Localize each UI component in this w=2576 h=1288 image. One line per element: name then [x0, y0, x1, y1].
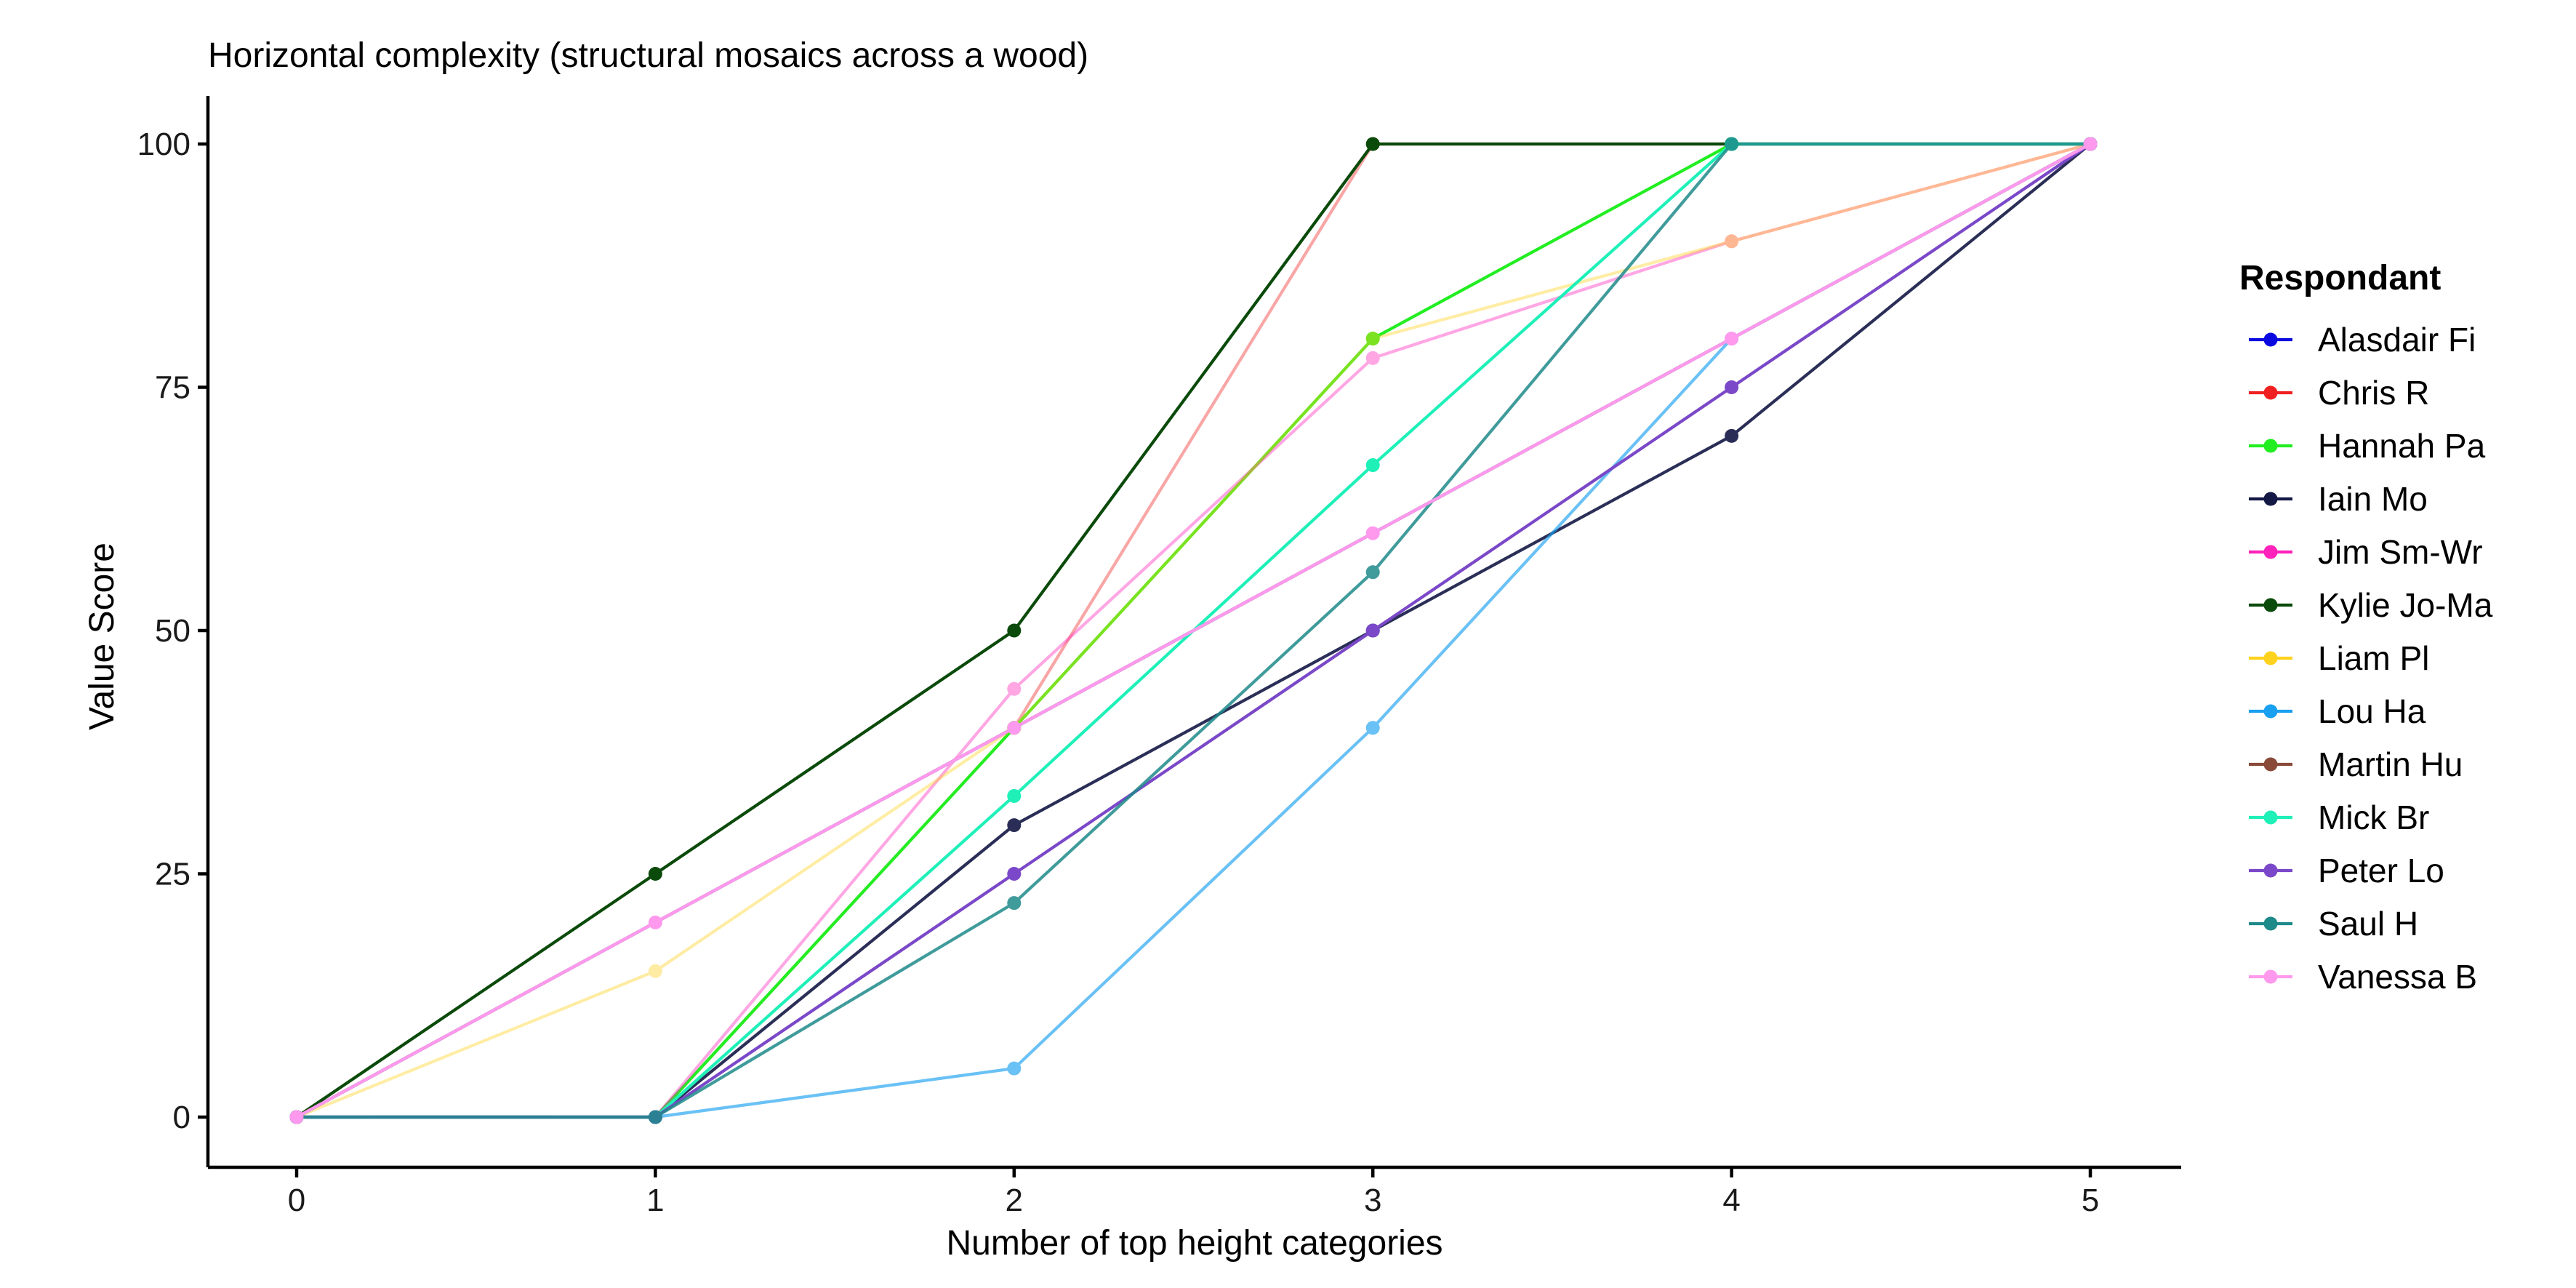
legend-title: Respondant — [2239, 259, 2441, 297]
legend-item: Alasdair Fi — [2249, 321, 2476, 359]
series-line — [295, 143, 2092, 1119]
plot-area — [289, 137, 2098, 1124]
legend-key-point — [2263, 598, 2278, 612]
data-point — [1365, 332, 1380, 346]
data-point — [2083, 137, 2098, 151]
data-point — [1725, 137, 1739, 151]
data-point — [1365, 351, 1380, 365]
legend-key-point — [2263, 969, 2278, 984]
data-point — [1725, 428, 1739, 443]
legend-label: Mick Br — [2318, 799, 2429, 836]
data-point — [1365, 137, 1380, 151]
x-tick-label: 4 — [1722, 1183, 1740, 1218]
chart-title: Horizontal complexity (structural mosaic… — [208, 36, 1088, 75]
legend-key-point — [2263, 810, 2278, 825]
y-tick-label: 75 — [155, 370, 190, 406]
legend-label: Martin Hu — [2318, 745, 2463, 783]
legend-label: Vanessa B — [2318, 958, 2477, 996]
x-tick-label: 0 — [288, 1183, 305, 1218]
legend-item: Peter Lo — [2249, 852, 2444, 889]
data-point — [1365, 526, 1380, 540]
y-tick-label: 0 — [173, 1100, 190, 1135]
legend-label: Lou Ha — [2318, 692, 2426, 730]
legend-key-point — [2263, 704, 2278, 719]
legend-item: Vanessa B — [2249, 958, 2477, 996]
legend-label: Chris R — [2318, 374, 2429, 412]
legend: Respondant Alasdair Fi Chris R Hannah Pa Ia… — [2239, 259, 2493, 996]
x-axis: 0 1 2 3 4 5 — [208, 1165, 2181, 1218]
data-point — [648, 867, 662, 881]
legend-key-point — [2263, 863, 2278, 878]
legend-label: Kylie Jo-Ma — [2318, 586, 2493, 624]
legend-label: Hannah Pa — [2318, 427, 2486, 465]
legend-item: Chris R — [2249, 374, 2429, 412]
data-point — [1365, 332, 1380, 346]
y-axis-title: Value Score — [83, 543, 121, 730]
legend-key-point — [2263, 492, 2278, 506]
legend-item: Mick Br — [2249, 799, 2429, 836]
legend-item: Liam Pl — [2249, 639, 2429, 677]
data-point — [1007, 867, 1022, 881]
data-point — [1365, 458, 1380, 473]
data-point — [1007, 1061, 1022, 1076]
legend-item: Hannah Pa — [2249, 427, 2486, 465]
data-point — [1007, 818, 1022, 833]
data-point — [1007, 788, 1022, 803]
legend-item: Saul H — [2249, 905, 2418, 943]
legend-item: Lou Ha — [2249, 692, 2426, 730]
data-point — [1725, 332, 1739, 346]
legend-item: Martin Hu — [2249, 745, 2463, 783]
data-point — [1365, 721, 1380, 735]
data-point — [1725, 234, 1739, 249]
data-point — [648, 915, 662, 929]
legend-key-point — [2263, 651, 2278, 665]
legend-key-point — [2263, 545, 2278, 559]
series-line — [297, 142, 2090, 1119]
x-tick-label: 3 — [1364, 1183, 1381, 1218]
legend-key-point — [2263, 385, 2278, 400]
data-point — [1365, 623, 1380, 638]
data-point — [1007, 721, 1022, 735]
legend-item: Iain Mo — [2249, 480, 2428, 518]
legend-label: Peter Lo — [2318, 852, 2444, 889]
legend-label: Jim Sm-Wr — [2318, 533, 2483, 571]
legend-label: Alasdair Fi — [2318, 321, 2476, 359]
y-tick-label: 100 — [137, 127, 190, 162]
x-tick-label: 5 — [2082, 1183, 2099, 1218]
series-line — [296, 142, 2091, 1119]
data-point — [1365, 565, 1380, 580]
x-axis-title: Number of top height categories — [946, 1224, 1443, 1263]
y-axis: 0 25 50 75 100 — [137, 96, 210, 1167]
data-point — [648, 964, 662, 978]
legend-key-point — [2263, 332, 2278, 347]
legend-key-point — [2263, 916, 2278, 931]
data-point — [1007, 896, 1022, 911]
legend-key-point — [2263, 439, 2278, 453]
y-tick-label: 25 — [155, 857, 190, 892]
legend-label: Saul H — [2318, 905, 2418, 943]
data-point — [289, 1110, 304, 1124]
legend-label: Liam Pl — [2318, 639, 2429, 677]
legend-key-point — [2263, 757, 2278, 772]
legend-item: Jim Sm-Wr — [2249, 533, 2483, 571]
y-tick-label: 50 — [155, 613, 190, 649]
x-tick-label: 2 — [1006, 1183, 1023, 1218]
legend-label: Iain Mo — [2318, 480, 2428, 518]
data-point — [1007, 681, 1022, 696]
data-point — [648, 1110, 662, 1124]
x-tick-label: 1 — [646, 1183, 664, 1218]
data-point — [1007, 623, 1022, 638]
data-point — [1725, 234, 1739, 249]
data-point — [1725, 380, 1739, 394]
series-vanessa-b — [289, 137, 2098, 1124]
legend-item: Kylie Jo-Ma — [2249, 586, 2493, 624]
